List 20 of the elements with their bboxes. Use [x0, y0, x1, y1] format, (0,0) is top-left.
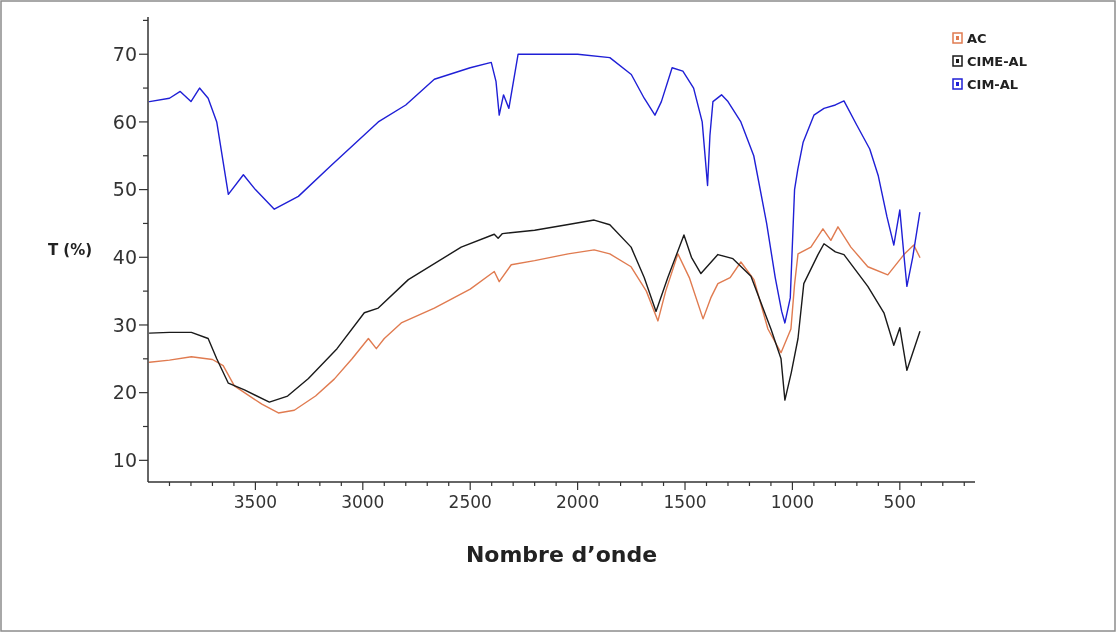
x-tick-label: 1500 [663, 492, 707, 512]
y-tick-label: 40 [112, 245, 137, 268]
y-tick-label: 30 [112, 313, 137, 336]
x-tick-label: 1000 [770, 492, 815, 512]
y-axis-title: T (%) [47, 240, 93, 259]
x-tick-label: 500 [883, 492, 917, 512]
y-tick-label: 20 [112, 381, 137, 404]
x-tick-label: 2500 [448, 492, 492, 512]
legend-label: AC [967, 30, 987, 46]
x-tick-label: 2000 [555, 492, 600, 512]
legend-label: CIM-AL [967, 76, 1019, 92]
x-tick-label: 3000 [341, 492, 385, 512]
y-tick-label: 10 [112, 448, 137, 471]
x-axis-title: Nombre d’onde [465, 542, 658, 567]
line-series [148, 53, 921, 324]
y-tick-label: 70 [112, 42, 137, 65]
x-tick-label: 3500 [233, 492, 278, 512]
y-tick-label: 50 [112, 178, 137, 201]
y-tick-label: 60 [112, 110, 137, 133]
legend-label: CIME-AL [967, 53, 1027, 69]
